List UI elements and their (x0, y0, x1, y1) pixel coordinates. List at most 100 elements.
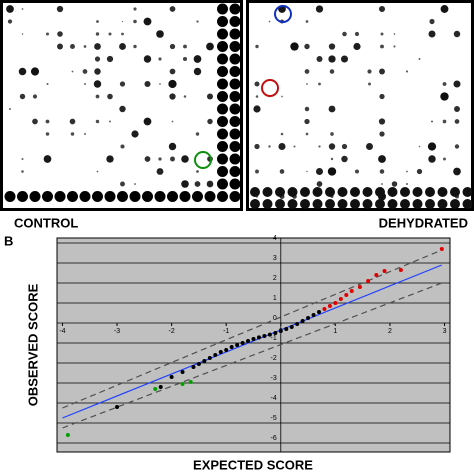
point (240, 341, 245, 345)
blot-spot (312, 199, 323, 209)
blot-spot (430, 120, 434, 123)
blot-spot (183, 95, 187, 98)
blot-spot (325, 187, 335, 197)
blot-spot (134, 183, 136, 185)
blot-spot (131, 130, 139, 138)
blot-spot (454, 106, 460, 112)
blot-spot (119, 105, 126, 113)
panel-letter: B (4, 233, 13, 248)
blot-spot (254, 81, 260, 87)
blot-spot (217, 53, 228, 65)
blot-spot (255, 44, 259, 49)
y-tick-label: -2 (271, 355, 277, 362)
fit-line (62, 264, 443, 419)
blot-spot (316, 56, 323, 62)
blot-spot (121, 32, 124, 36)
blot-spot (304, 106, 310, 112)
blot-spot (154, 191, 166, 202)
point (235, 343, 240, 347)
blot-spot (93, 80, 102, 88)
blot-spot (387, 187, 398, 197)
blot-spot (21, 157, 24, 161)
x-tick-label: 3 (443, 328, 447, 335)
blot-spot (454, 144, 460, 149)
point (251, 337, 256, 341)
point (188, 380, 193, 384)
point (207, 356, 212, 360)
point (213, 353, 218, 357)
point (317, 310, 321, 314)
blot-spot (425, 199, 435, 209)
blot-spot (133, 19, 137, 24)
dehydrated-blot (246, 0, 474, 211)
blot-spot (380, 44, 384, 49)
blot-spot (120, 181, 125, 187)
blot-spot (217, 78, 228, 90)
blot-spot (250, 187, 260, 197)
blot-spot (229, 166, 241, 177)
blot-spot (82, 69, 88, 74)
y-tick-label: 4 (273, 235, 277, 242)
blot-spot (217, 153, 228, 165)
point (115, 405, 120, 409)
blot-spot (305, 20, 309, 23)
highlight-circle (194, 151, 212, 169)
blot-spot (416, 168, 423, 175)
blot-spot (300, 187, 310, 197)
point (153, 387, 158, 391)
blot-spot (106, 155, 114, 163)
blot-spot (304, 43, 310, 50)
blot-spot (83, 45, 87, 48)
blot-spot (450, 199, 460, 209)
blot-spot (32, 118, 38, 125)
blot-spot (217, 103, 228, 115)
blot-spot (84, 133, 86, 135)
point (344, 293, 349, 297)
blot-spot (330, 132, 334, 136)
blot-spot (279, 169, 285, 174)
blot-spot (119, 81, 126, 87)
x-axis-title: EXPECTED SCORE (193, 457, 313, 472)
x-tick-label: -2 (169, 328, 175, 335)
blot-spot (342, 31, 347, 37)
blot-spot (21, 8, 24, 10)
blot-spot (144, 156, 151, 162)
blot-spot (56, 5, 64, 13)
blot-spot (379, 131, 385, 137)
blot-spot (254, 143, 260, 150)
blot-spot (278, 142, 286, 151)
y-axis-title: OBSERVED SCORE (25, 283, 40, 406)
blot-spot (393, 33, 396, 35)
blot-spot (206, 93, 214, 100)
blot-spot (170, 156, 175, 162)
blot-spot (217, 66, 228, 77)
blot-spot (427, 142, 437, 151)
blot-spot (79, 191, 91, 202)
blot-spot (275, 199, 285, 209)
blot-spot (54, 191, 66, 202)
blot-spot (304, 118, 310, 125)
blot-spot (229, 191, 241, 202)
highlight-circle (261, 79, 279, 97)
blot-spot (318, 145, 321, 148)
blot-spot (196, 20, 199, 23)
blot-spot (119, 43, 126, 50)
blot-spot (454, 119, 460, 124)
blot-spot (183, 44, 187, 49)
x-tick-label: 1 (333, 328, 337, 335)
control-blot (0, 0, 243, 211)
blot-spot (181, 180, 189, 188)
blot-spot (341, 143, 348, 150)
point (169, 375, 174, 379)
point (338, 297, 343, 301)
blot-spot (206, 180, 214, 188)
blot-spot (367, 69, 372, 74)
blot-spot (133, 7, 137, 11)
blot-spot (194, 181, 201, 187)
blot-spot (143, 55, 152, 63)
panel-label: DEHYDRATED (379, 215, 468, 230)
blot-spot (6, 5, 14, 13)
band-line (62, 282, 443, 429)
